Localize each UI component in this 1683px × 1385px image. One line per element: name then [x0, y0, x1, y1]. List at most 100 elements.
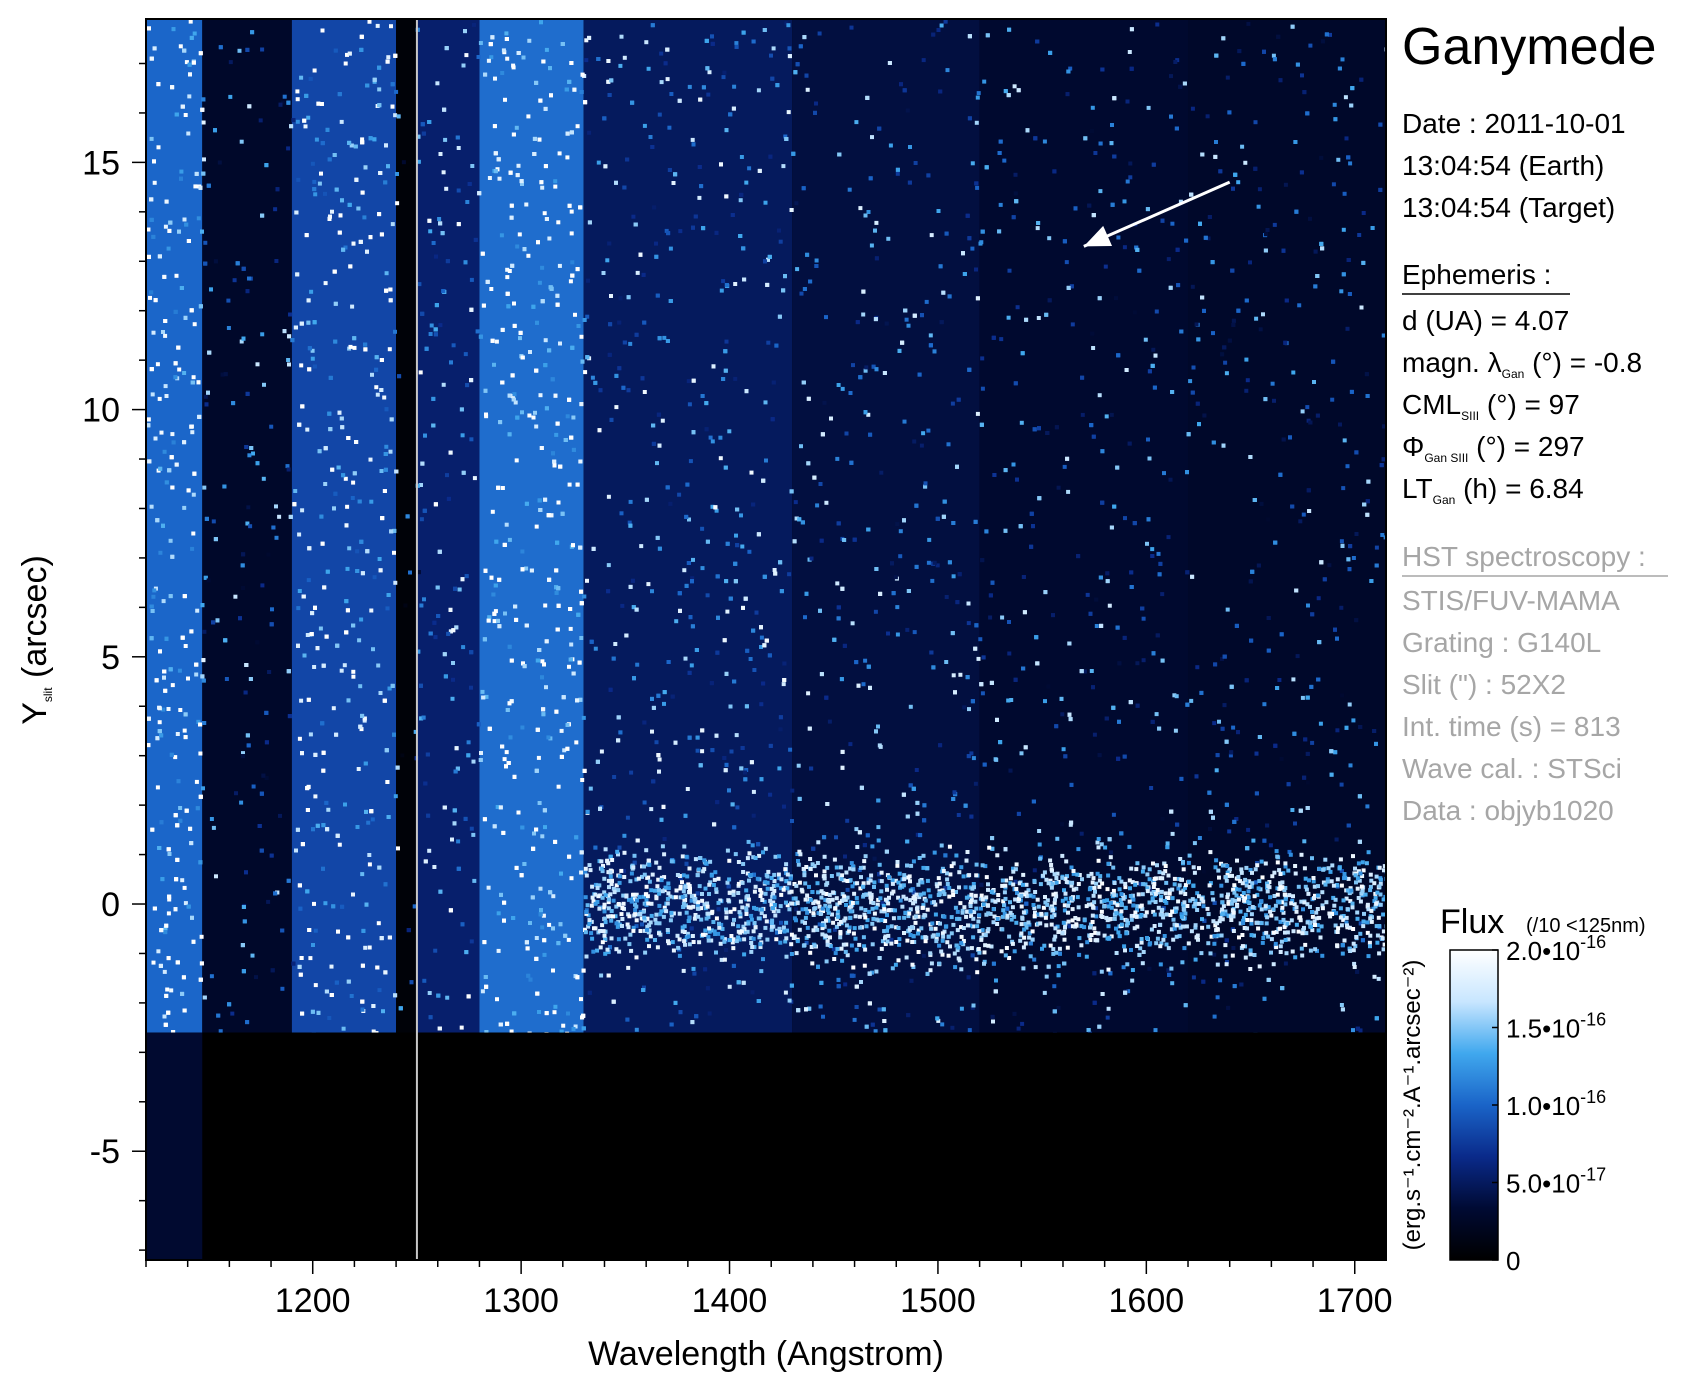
noise-pixel [1266, 977, 1271, 982]
noise-pixel [635, 662, 640, 667]
noise-pixel [476, 722, 481, 727]
noise-pixel [1007, 620, 1011, 624]
noise-pixel [700, 728, 705, 733]
noise-pixel [466, 994, 471, 999]
noise-pixel [505, 291, 510, 296]
noise-pixel [876, 724, 880, 729]
noise-pixel [306, 320, 311, 325]
noise-pixel [1170, 390, 1175, 394]
noise-pixel [345, 52, 349, 57]
noise-pixel [345, 566, 350, 571]
noise-pixel [587, 35, 592, 40]
noise-pixel [1211, 331, 1215, 336]
noise-pixel [480, 689, 485, 694]
noise-pixel [741, 605, 745, 610]
noise-pixel [1299, 170, 1304, 175]
noise-pixel [1182, 81, 1187, 86]
noise-pixel [476, 55, 481, 59]
noise-pixel [383, 180, 388, 185]
noise-pixel [654, 740, 659, 745]
noise-pixel [324, 634, 329, 639]
noise-pixel [724, 948, 728, 952]
noise-pixel [757, 168, 762, 173]
noise-pixel [149, 636, 154, 641]
noise-pixel [1308, 420, 1313, 425]
noise-pixel [505, 56, 510, 61]
noise-pixel [186, 488, 191, 493]
noise-pixel [460, 433, 465, 438]
noise-pixel [741, 246, 746, 251]
noise-pixel [344, 630, 349, 635]
noise-pixel [1128, 161, 1133, 166]
noise-pixel [452, 808, 457, 813]
noise-pixel [582, 318, 587, 322]
noise-pixel [441, 382, 446, 387]
noise-pixel [847, 187, 852, 192]
noise-pixel [794, 516, 799, 521]
noise-pixel [974, 623, 979, 628]
noise-pixel [1048, 50, 1053, 55]
noise-pixel [630, 578, 635, 583]
noise-pixel [579, 402, 584, 407]
noise-pixel [546, 513, 551, 518]
noise-pixel [626, 388, 631, 393]
noise-pixel [908, 783, 913, 788]
noise-pixel [331, 706, 336, 711]
noise-pixel [220, 372, 225, 377]
noise-pixel [874, 367, 879, 372]
noise-pixel [538, 912, 543, 917]
noise-pixel [419, 517, 424, 522]
noise-pixel [1140, 606, 1145, 611]
noise-pixel [975, 185, 980, 190]
noise-pixel [446, 496, 451, 501]
noise-pixel [951, 797, 956, 801]
noise-pixel [889, 937, 894, 942]
noise-pixel [1225, 607, 1230, 612]
noise-pixel [1016, 811, 1021, 816]
noise-pixel [650, 589, 654, 594]
noise-pixel [870, 135, 874, 140]
noise-pixel [787, 54, 792, 59]
noise-pixel [159, 928, 164, 933]
noise-pixel [744, 704, 749, 709]
noise-pixel [798, 44, 803, 49]
noise-pixel [180, 991, 185, 996]
noise-pixel [377, 865, 382, 870]
noise-pixel [863, 410, 868, 415]
noise-pixel [1151, 347, 1156, 352]
noise-pixel [884, 321, 889, 326]
noise-pixel [690, 137, 695, 142]
noise-pixel [570, 260, 575, 265]
noise-pixel [1179, 329, 1184, 334]
noise-pixel [904, 317, 909, 322]
noise-pixel [698, 763, 703, 768]
noise-pixel [725, 541, 730, 546]
noise-pixel [1278, 472, 1283, 477]
noise-pixel [501, 48, 506, 53]
noise-pixel [218, 45, 223, 50]
noise-pixel [162, 669, 167, 674]
noise-pixel [822, 876, 827, 881]
noise-pixel [455, 135, 460, 140]
noise-pixel [569, 876, 574, 881]
noise-pixel [662, 335, 667, 340]
noise-pixel [190, 430, 195, 435]
noise-pixel [565, 746, 570, 751]
noise-pixel [534, 80, 539, 85]
noise-pixel [822, 835, 827, 840]
noise-pixel [967, 116, 972, 121]
noise-pixel [520, 825, 525, 830]
noise-pixel [650, 23, 655, 28]
noise-pixel [656, 753, 661, 758]
noise-pixel [1116, 353, 1121, 358]
noise-pixel [1047, 236, 1052, 241]
noise-pixel [423, 433, 427, 438]
noise-pixel [667, 125, 672, 130]
noise-pixel [590, 375, 595, 380]
noise-pixel [1190, 390, 1195, 395]
noise-pixel [549, 93, 553, 98]
noise-pixel [171, 1030, 176, 1034]
noise-pixel [1378, 122, 1383, 127]
noise-pixel [392, 550, 396, 555]
noise-pixel [163, 688, 168, 693]
